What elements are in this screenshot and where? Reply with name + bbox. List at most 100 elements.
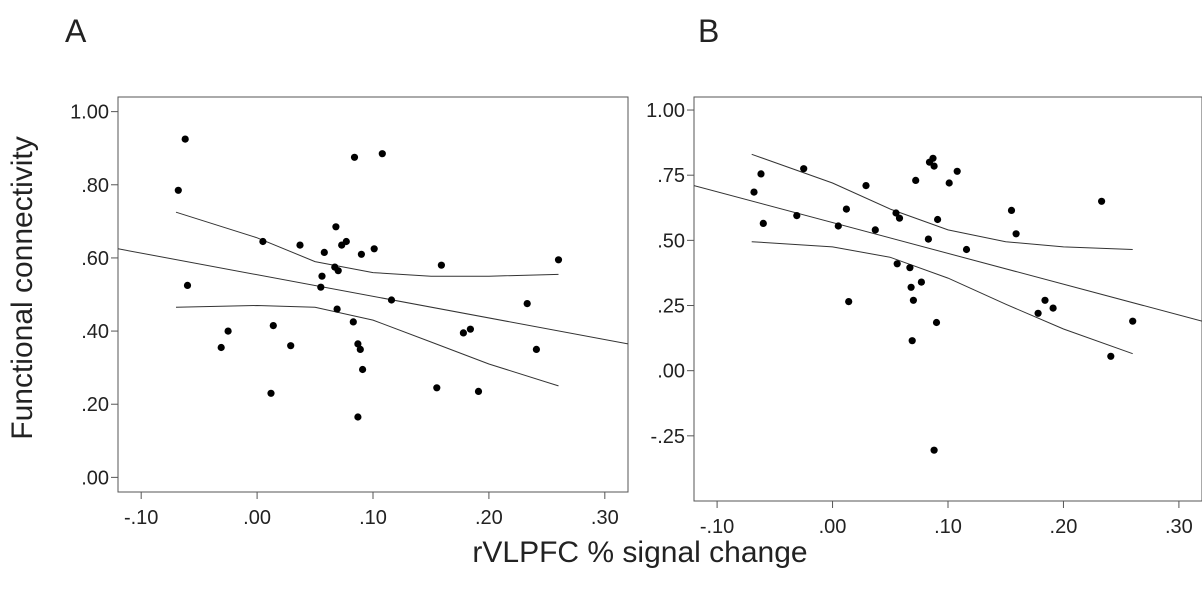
panel-a-x-tick-label: .10 xyxy=(359,507,387,529)
panel-a-y-tick-label: .20 xyxy=(81,394,109,416)
panel-a-data-point xyxy=(466,325,474,333)
panel-b-data-point xyxy=(757,170,765,178)
panel-a-letter: A xyxy=(65,13,87,49)
panel-b-data-point xyxy=(1107,352,1115,360)
panel-b-x-tick-label: .00 xyxy=(819,516,847,538)
panel-b-plot: -.10 .00 .10 .20 .30 -.25 .00 .25 .50 .75 1.00 xyxy=(646,96,1202,538)
panel-b-data-point xyxy=(912,176,920,184)
panel-a-data-point xyxy=(296,241,304,249)
panel-a-ci-upper xyxy=(175,211,559,277)
panel-b-y-tick-label: .75 xyxy=(657,165,685,187)
panel-a-data-point xyxy=(357,250,365,258)
panel-b-data-point xyxy=(929,154,937,162)
panel-b-letter: B xyxy=(698,13,719,49)
y-axis-title: Functional connectivity xyxy=(6,136,39,440)
panel-b-ci-lower xyxy=(751,241,1133,355)
panel-a-data-point xyxy=(287,342,295,350)
panel-b-data-point xyxy=(945,179,953,187)
panel-b-data-point xyxy=(845,298,853,306)
panel-b-x-tick-label: .10 xyxy=(934,516,962,538)
panel-b-data-point xyxy=(907,283,915,291)
panel-b-data-point xyxy=(924,235,933,243)
panel-a-data-point xyxy=(181,135,189,143)
panel-a-y-tick-label: .80 xyxy=(81,175,109,197)
panel-a-data-point xyxy=(523,300,531,308)
panel-a-y-tick-label: .60 xyxy=(81,248,109,270)
panel-b-y-tick-label: 1.00 xyxy=(646,100,685,122)
panel-a-data-point xyxy=(433,384,441,392)
panel-b-ci-upper xyxy=(751,153,1133,250)
panel-a-data-point xyxy=(387,296,396,304)
panel-a-data-point xyxy=(320,248,328,256)
panel-a-data-point xyxy=(354,413,362,421)
panel-a-fit-line xyxy=(118,248,628,345)
panel-a-data-point xyxy=(333,305,341,313)
panel-b-data-point xyxy=(842,205,851,213)
panel-b-data-point xyxy=(953,167,961,175)
panel-a-data-point xyxy=(359,365,367,374)
panel-a-data-point xyxy=(459,329,467,337)
panel-b-data-point xyxy=(1129,317,1137,325)
panel-a-data-point xyxy=(437,261,445,269)
panel-a-plot-area xyxy=(118,135,628,421)
panel-b-data-point xyxy=(1041,296,1049,304)
panel-a-data-point xyxy=(370,245,378,253)
panel-a-data-point xyxy=(356,345,364,353)
panel-b-y-tick-label: -.25 xyxy=(651,426,685,448)
panel-a-x-tick-label: -.10 xyxy=(124,507,158,529)
panel-a-data-point xyxy=(334,267,342,275)
panel-a-data-point xyxy=(267,389,275,397)
panel-a-y-tick-label: .00 xyxy=(81,467,109,489)
panel-b-frame xyxy=(693,96,1202,502)
panel-b-data-point xyxy=(906,264,914,272)
panel-b-data-point xyxy=(934,215,942,224)
panel-b-data-point xyxy=(892,209,900,217)
panel-b-data-point xyxy=(909,296,918,304)
panel-a-data-point xyxy=(378,150,386,158)
panel-b-data-point xyxy=(895,214,904,222)
panel-b-y-tick-label: .50 xyxy=(657,230,685,252)
panel-a-data-point xyxy=(269,322,277,330)
panel-a-data-point xyxy=(224,327,232,335)
panel-a-frame xyxy=(117,96,629,493)
panel-b-data-point xyxy=(1007,206,1016,214)
panel-a-data-point xyxy=(554,256,563,264)
panel-b-data-point xyxy=(750,188,758,196)
panel-a-data-point xyxy=(349,318,357,326)
panel-b-y-tick-label: .25 xyxy=(657,296,685,318)
panel-b-x-tick-label: -.10 xyxy=(700,516,734,538)
panel-b-data-point xyxy=(793,212,801,220)
panel-b-data-point xyxy=(930,446,938,454)
panel-b-data-point xyxy=(871,226,879,234)
panel-b-data-point xyxy=(893,260,901,268)
panel-a-data-point xyxy=(174,186,182,194)
panel-a-x-tick-label: .00 xyxy=(243,507,271,529)
panel-b-data-point xyxy=(1034,309,1042,317)
panel-b-x-tick-label: .30 xyxy=(1165,516,1193,538)
panel-a-data-point xyxy=(342,237,350,246)
panel-a-data-point xyxy=(474,387,483,395)
panel-a-data-point xyxy=(532,345,541,353)
panel-a-data-point xyxy=(350,153,359,161)
panel-b-data-point xyxy=(1012,230,1020,238)
panel-a-y-tick-label: 1.00 xyxy=(70,102,109,124)
x-axis-title: rVLPFC % signal change xyxy=(472,536,807,569)
panel-b-data-point xyxy=(800,165,808,173)
panel-a-data-point xyxy=(183,281,192,289)
panel-a-ci-lower xyxy=(175,304,559,387)
panel-a-data-point xyxy=(317,283,325,291)
panel-a-x-tick-label: .20 xyxy=(475,507,503,529)
panel-b-plot-area xyxy=(694,153,1202,454)
panel-a-plot: -.10 .00 .10 .20 .30 .00 .20 .40 .60 .80 1.00 xyxy=(70,96,629,529)
panel-b-fit-line xyxy=(694,185,1202,322)
panel-a-data-point xyxy=(259,237,267,246)
panel-b-data-point xyxy=(917,278,926,286)
panel-b-data-point xyxy=(1049,304,1057,312)
panel-b-data-point xyxy=(834,222,842,230)
panel-b-data-point xyxy=(908,337,916,345)
panel-b-data-point xyxy=(862,182,870,190)
panel-a-data-point xyxy=(332,223,340,231)
panel-b-data-point xyxy=(962,245,971,254)
panel-a-data-point xyxy=(318,272,326,280)
